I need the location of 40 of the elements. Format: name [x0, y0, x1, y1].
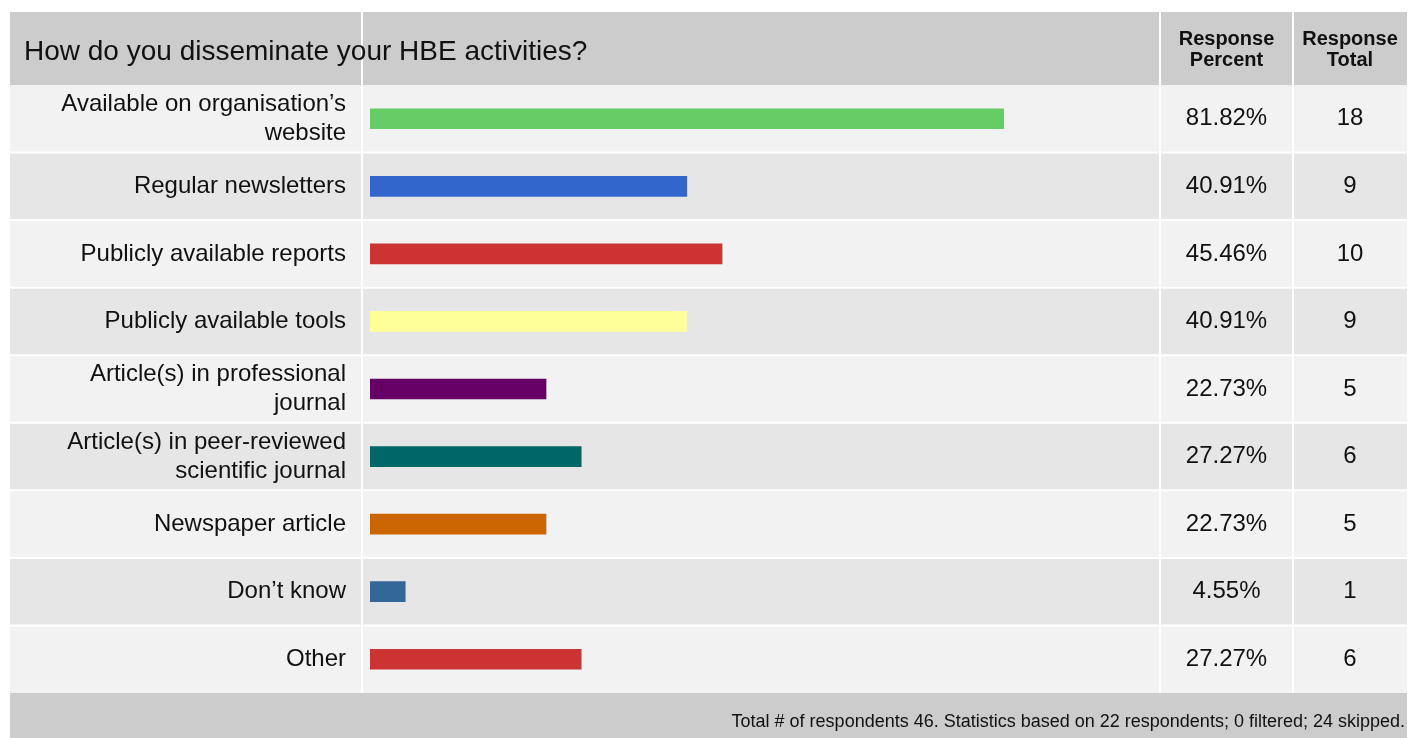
text: 1	[1343, 576, 1357, 604]
text: Response Total	[1302, 27, 1398, 71]
text: Response Percent	[1178, 27, 1275, 71]
text: 5	[1343, 373, 1357, 401]
y-tick-label: Other	[285, 643, 346, 671]
y-tick-label: Publicly available reports	[80, 238, 346, 266]
bar	[370, 581, 406, 602]
data-label: 45.46%	[1185, 238, 1268, 266]
bar	[370, 176, 688, 197]
y-tick-label: Publicly available tools	[104, 306, 346, 334]
bar	[370, 648, 582, 670]
y-tick-label: Newspaper article	[153, 508, 346, 536]
data-label: 40.91%	[1185, 170, 1268, 198]
bar	[370, 311, 688, 332]
text: 9	[1343, 170, 1357, 198]
text: 18	[1336, 103, 1364, 131]
chart-title: How do you disseminate your HBE activities?	[24, 34, 588, 66]
text: 10	[1336, 238, 1364, 266]
text: 5	[1343, 508, 1357, 536]
text: Total # of respondents 46. Statistics based on 22 respondents; 0 filtered; 24 skipped.	[731, 710, 1405, 731]
data-label: 40.91%	[1185, 306, 1268, 334]
bar	[370, 378, 547, 400]
text: 6	[1343, 441, 1357, 469]
data-label: 4.55%	[1192, 576, 1261, 604]
data-label: 22.73%	[1185, 373, 1268, 401]
y-tick-label: Don’t know	[227, 576, 347, 604]
bar	[370, 446, 582, 467]
y-tick-label: Article(s) in professional journal	[89, 359, 346, 416]
y-tick-label: Available on organisation’s website	[61, 89, 346, 145]
data-label: 27.27%	[1185, 441, 1268, 469]
bar	[370, 108, 1004, 130]
y-tick-label: Regular newsletters	[133, 170, 346, 198]
data-label: 81.82%	[1185, 103, 1268, 131]
bar	[370, 513, 547, 535]
text: 6	[1343, 643, 1357, 671]
data-label: 22.73%	[1185, 508, 1268, 536]
data-label: 27.27%	[1185, 643, 1268, 671]
text: 9	[1343, 306, 1357, 334]
y-tick-label: Article(s) in peer-reviewed scientific journal	[67, 426, 346, 483]
bar	[370, 243, 723, 265]
